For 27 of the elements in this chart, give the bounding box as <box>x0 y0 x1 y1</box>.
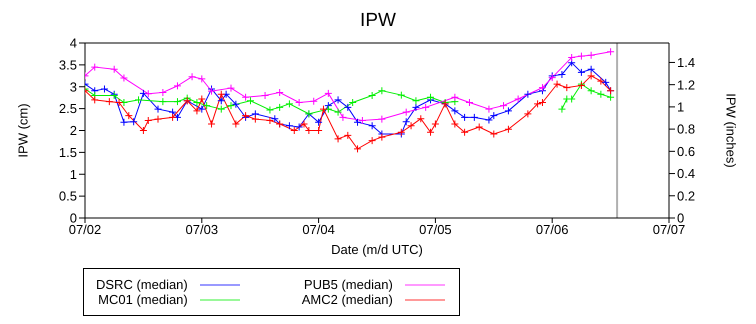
y-tick-label: 1.5 <box>58 144 77 160</box>
legend-label: PUB5 (median) <box>304 277 393 292</box>
legend-label: DSRC (median) <box>96 277 188 292</box>
y2-tick-label: 0.8 <box>677 122 696 137</box>
y2-tick-label: 0.6 <box>677 144 696 159</box>
legend-label: MC01 (median) <box>98 292 188 307</box>
y-tick-label: 3.5 <box>58 57 77 72</box>
legend-label: AMC2 (median) <box>302 292 393 307</box>
x-tick-label: 07/05 <box>419 222 452 238</box>
x-tick-label: 07/03 <box>186 222 218 238</box>
y2-tick-label: 1.2 <box>677 77 696 92</box>
y2-tick-label: 0.2 <box>677 188 696 204</box>
y2-tick-label: 0.4 <box>677 166 696 182</box>
x-tick-label: 07/04 <box>302 222 335 238</box>
y-tick-label: 2 <box>70 123 77 138</box>
y-tick-label: 2.5 <box>58 101 77 116</box>
y-axis-title: IPW (cm) <box>16 103 31 158</box>
x-axis-title: Date (m/d UTC) <box>331 242 423 257</box>
y-tick-label: 1 <box>70 166 77 182</box>
chart-title: IPW <box>359 10 397 32</box>
y-tick-label: 3 <box>70 79 77 94</box>
y-tick-label: 4 <box>70 36 77 51</box>
y-tick-label: 0.5 <box>58 188 77 204</box>
y2-axis-title: IPW (inches) <box>723 93 738 168</box>
y2-tick-label: 1.4 <box>677 55 696 70</box>
x-tick-label: 07/06 <box>536 222 568 238</box>
y2-tick-label: 1 <box>677 100 684 115</box>
